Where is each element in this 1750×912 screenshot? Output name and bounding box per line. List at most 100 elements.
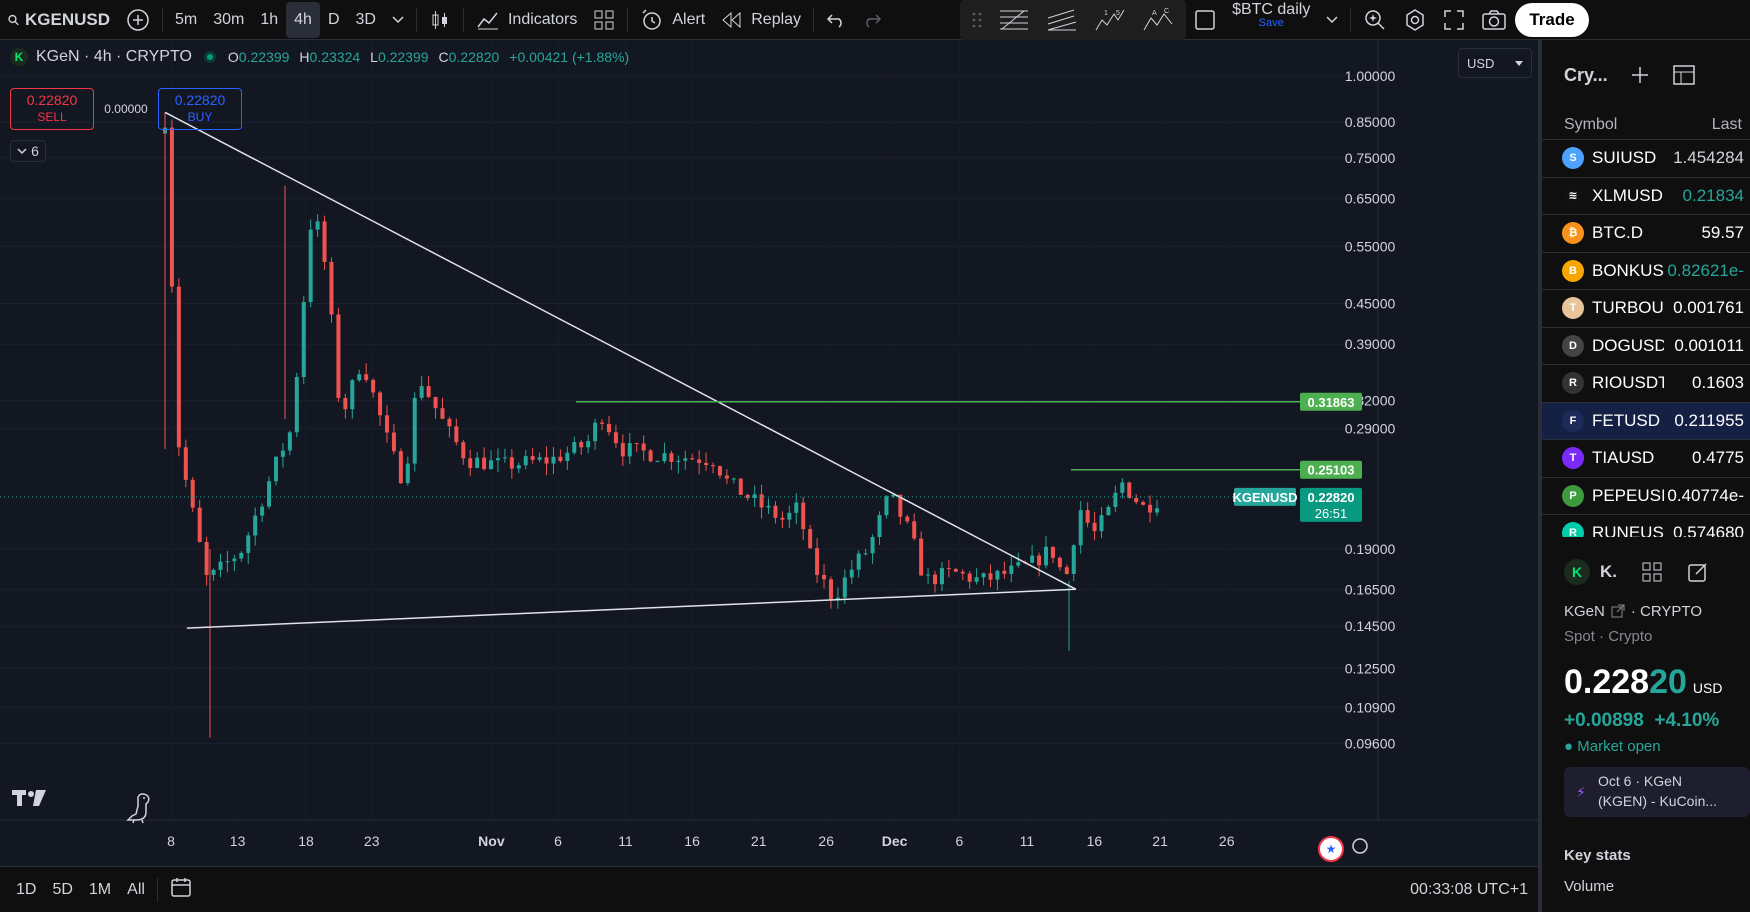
x-tick-label: 26: [1219, 833, 1235, 849]
interval-1h[interactable]: 1h: [260, 10, 279, 28]
interval-30m[interactable]: 30m: [213, 10, 245, 28]
candle-body: [787, 512, 792, 520]
edit-icon[interactable]: [1687, 561, 1709, 583]
calendar-icon: [171, 878, 191, 897]
caret-down-icon: [1515, 60, 1523, 66]
candle-body: [586, 441, 591, 448]
candle-body: [669, 453, 674, 462]
interval-dropdown[interactable]: [384, 2, 412, 38]
indicators-button[interactable]: Indicators: [468, 2, 585, 38]
candle-body: [856, 553, 861, 570]
watchlist-row[interactable]: R RUNEUS 0.574680: [1542, 515, 1750, 537]
range-all[interactable]: All: [127, 880, 145, 898]
candle-body: [1085, 510, 1090, 523]
watchlist-row[interactable]: ₿ BTC.D 59.57: [1542, 215, 1750, 253]
tradingview-logo[interactable]: [12, 788, 48, 814]
details-name[interactable]: KGeN: [1564, 602, 1605, 620]
candle-body: [246, 535, 251, 553]
x-tick-label: Nov: [478, 833, 505, 849]
candle-body: [766, 505, 771, 508]
watchlist-row[interactable]: T TURBOU 0.001761: [1542, 290, 1750, 328]
fib-retracement-tool[interactable]: [990, 2, 1038, 38]
candle-body: [495, 458, 500, 461]
fib-channel-tool[interactable]: [1038, 2, 1086, 38]
table-view-icon[interactable]: [1672, 64, 1696, 86]
axis-settings-icon[interactable]: [1352, 838, 1368, 854]
bottom-toolbar: 1D 5D 1M All 00:33:08 UTC+1: [0, 866, 1538, 912]
range-1d[interactable]: 1D: [16, 880, 37, 898]
candle-body: [1141, 502, 1146, 505]
sell-button[interactable]: 0.22820 SELL: [10, 88, 94, 130]
plus-icon[interactable]: [1630, 65, 1650, 85]
watchlist-row[interactable]: R RIOUSDT 0.1603: [1542, 365, 1750, 403]
watchlist-row[interactable]: ≋ XLMUSD 0.21834: [1542, 178, 1750, 215]
snapshot-button[interactable]: [1473, 2, 1515, 38]
watchlist-row[interactable]: D DOGUSD 0.001011: [1542, 328, 1750, 365]
us-flag-event-icon[interactable]: ★: [1318, 836, 1344, 862]
grid-icon[interactable]: [1641, 561, 1663, 583]
quick-search-button[interactable]: [1355, 2, 1395, 38]
currency-select[interactable]: USD: [1458, 48, 1532, 78]
candle-body: [572, 442, 577, 453]
interval-5m[interactable]: 5m: [175, 10, 198, 28]
clock-display[interactable]: 00:33:08 UTC+1: [1410, 880, 1528, 898]
interval-3d[interactable]: 3D: [355, 10, 376, 28]
replay-label: Replay: [751, 10, 802, 28]
fib-channel-icon: [1047, 9, 1077, 30]
layouts-button[interactable]: [585, 2, 623, 38]
trade-button[interactable]: Trade: [1515, 2, 1589, 37]
candle-body: [794, 502, 799, 513]
watchlist-row[interactable]: F FETUSD 0.211955: [1542, 402, 1750, 440]
chart-type-button[interactable]: [421, 2, 459, 38]
plus-circle-icon: [127, 8, 149, 31]
price-chart[interactable]: 1.00000 0.85000 0.75000 0.65000 0.55000 0.450…: [0, 40, 1538, 866]
rewind-icon: [722, 11, 741, 28]
watchlist-row[interactable]: T TIAUSD 0.4775: [1542, 440, 1750, 478]
watchlist-row[interactable]: P PEPEUSI 0.40774e-: [1542, 478, 1750, 515]
watchlist-title[interactable]: Cry...: [1564, 64, 1608, 85]
undo-button[interactable]: [818, 2, 854, 38]
watchlist-symbol: XLMUSD: [1592, 185, 1663, 205]
replay-button[interactable]: Replay: [713, 2, 809, 38]
drag-handle[interactable]: [964, 2, 990, 38]
layout-name-button[interactable]: $BTC daily Save: [1224, 1, 1318, 38]
interval-4h[interactable]: 4h: [286, 1, 320, 38]
dino-icon[interactable]: [124, 792, 154, 829]
alert-button[interactable]: Alert: [632, 2, 713, 38]
buy-button[interactable]: 0.22820 BUY: [158, 88, 242, 130]
watchlist-row[interactable]: S SUIUSD 1.454284: [1542, 140, 1750, 178]
external-link-icon[interactable]: [1611, 604, 1625, 618]
layout-checkbox[interactable]: [1186, 2, 1224, 38]
details-type: Spot: [1564, 627, 1595, 645]
details-price-main: 0.228: [1564, 663, 1650, 701]
goto-date-button[interactable]: [162, 876, 200, 903]
col-symbol[interactable]: Symbol: [1564, 115, 1618, 133]
compare-button[interactable]: [118, 2, 158, 38]
layout-dropdown[interactable]: [1318, 2, 1346, 38]
watchlist-row[interactable]: B BONKUS 0.82621e-: [1542, 253, 1750, 290]
candle-body: [752, 494, 757, 499]
indicator-collapse-button[interactable]: 6: [10, 140, 46, 162]
range-5d[interactable]: 5D: [52, 880, 73, 898]
candle-body: [482, 457, 487, 470]
watchlist-last: 59.57: [1701, 223, 1744, 243]
candle-body: [1044, 546, 1049, 566]
candle-body: [287, 432, 292, 451]
col-last[interactable]: Last: [1711, 115, 1742, 133]
interval-d[interactable]: D: [327, 10, 340, 28]
candle-body: [419, 386, 424, 398]
chart-pane[interactable]: 1.00000 0.85000 0.75000 0.65000 0.55000 0.450…: [0, 40, 1538, 866]
symbol-search[interactable]: KGENUSD: [0, 2, 118, 38]
news-card[interactable]: ⚡ Oct 6 · KGeN (KGEN) - KuCoin...: [1564, 767, 1750, 817]
candle-body: [919, 538, 924, 576]
candle-body: [828, 579, 833, 600]
range-1m[interactable]: 1M: [88, 880, 112, 898]
legend-title: KGeN · 4h · CRYPTO: [36, 48, 192, 65]
settings-button[interactable]: [1395, 2, 1435, 38]
details-short-name[interactable]: K.: [1600, 562, 1617, 581]
redo-button[interactable]: [854, 2, 890, 38]
fullscreen-button[interactable]: [1435, 2, 1473, 38]
watchlist-list: S SUIUSD 1.454284 ≋ XLMUSD 0.21834 ₿ BTC.D 59.57…: [1542, 140, 1750, 537]
